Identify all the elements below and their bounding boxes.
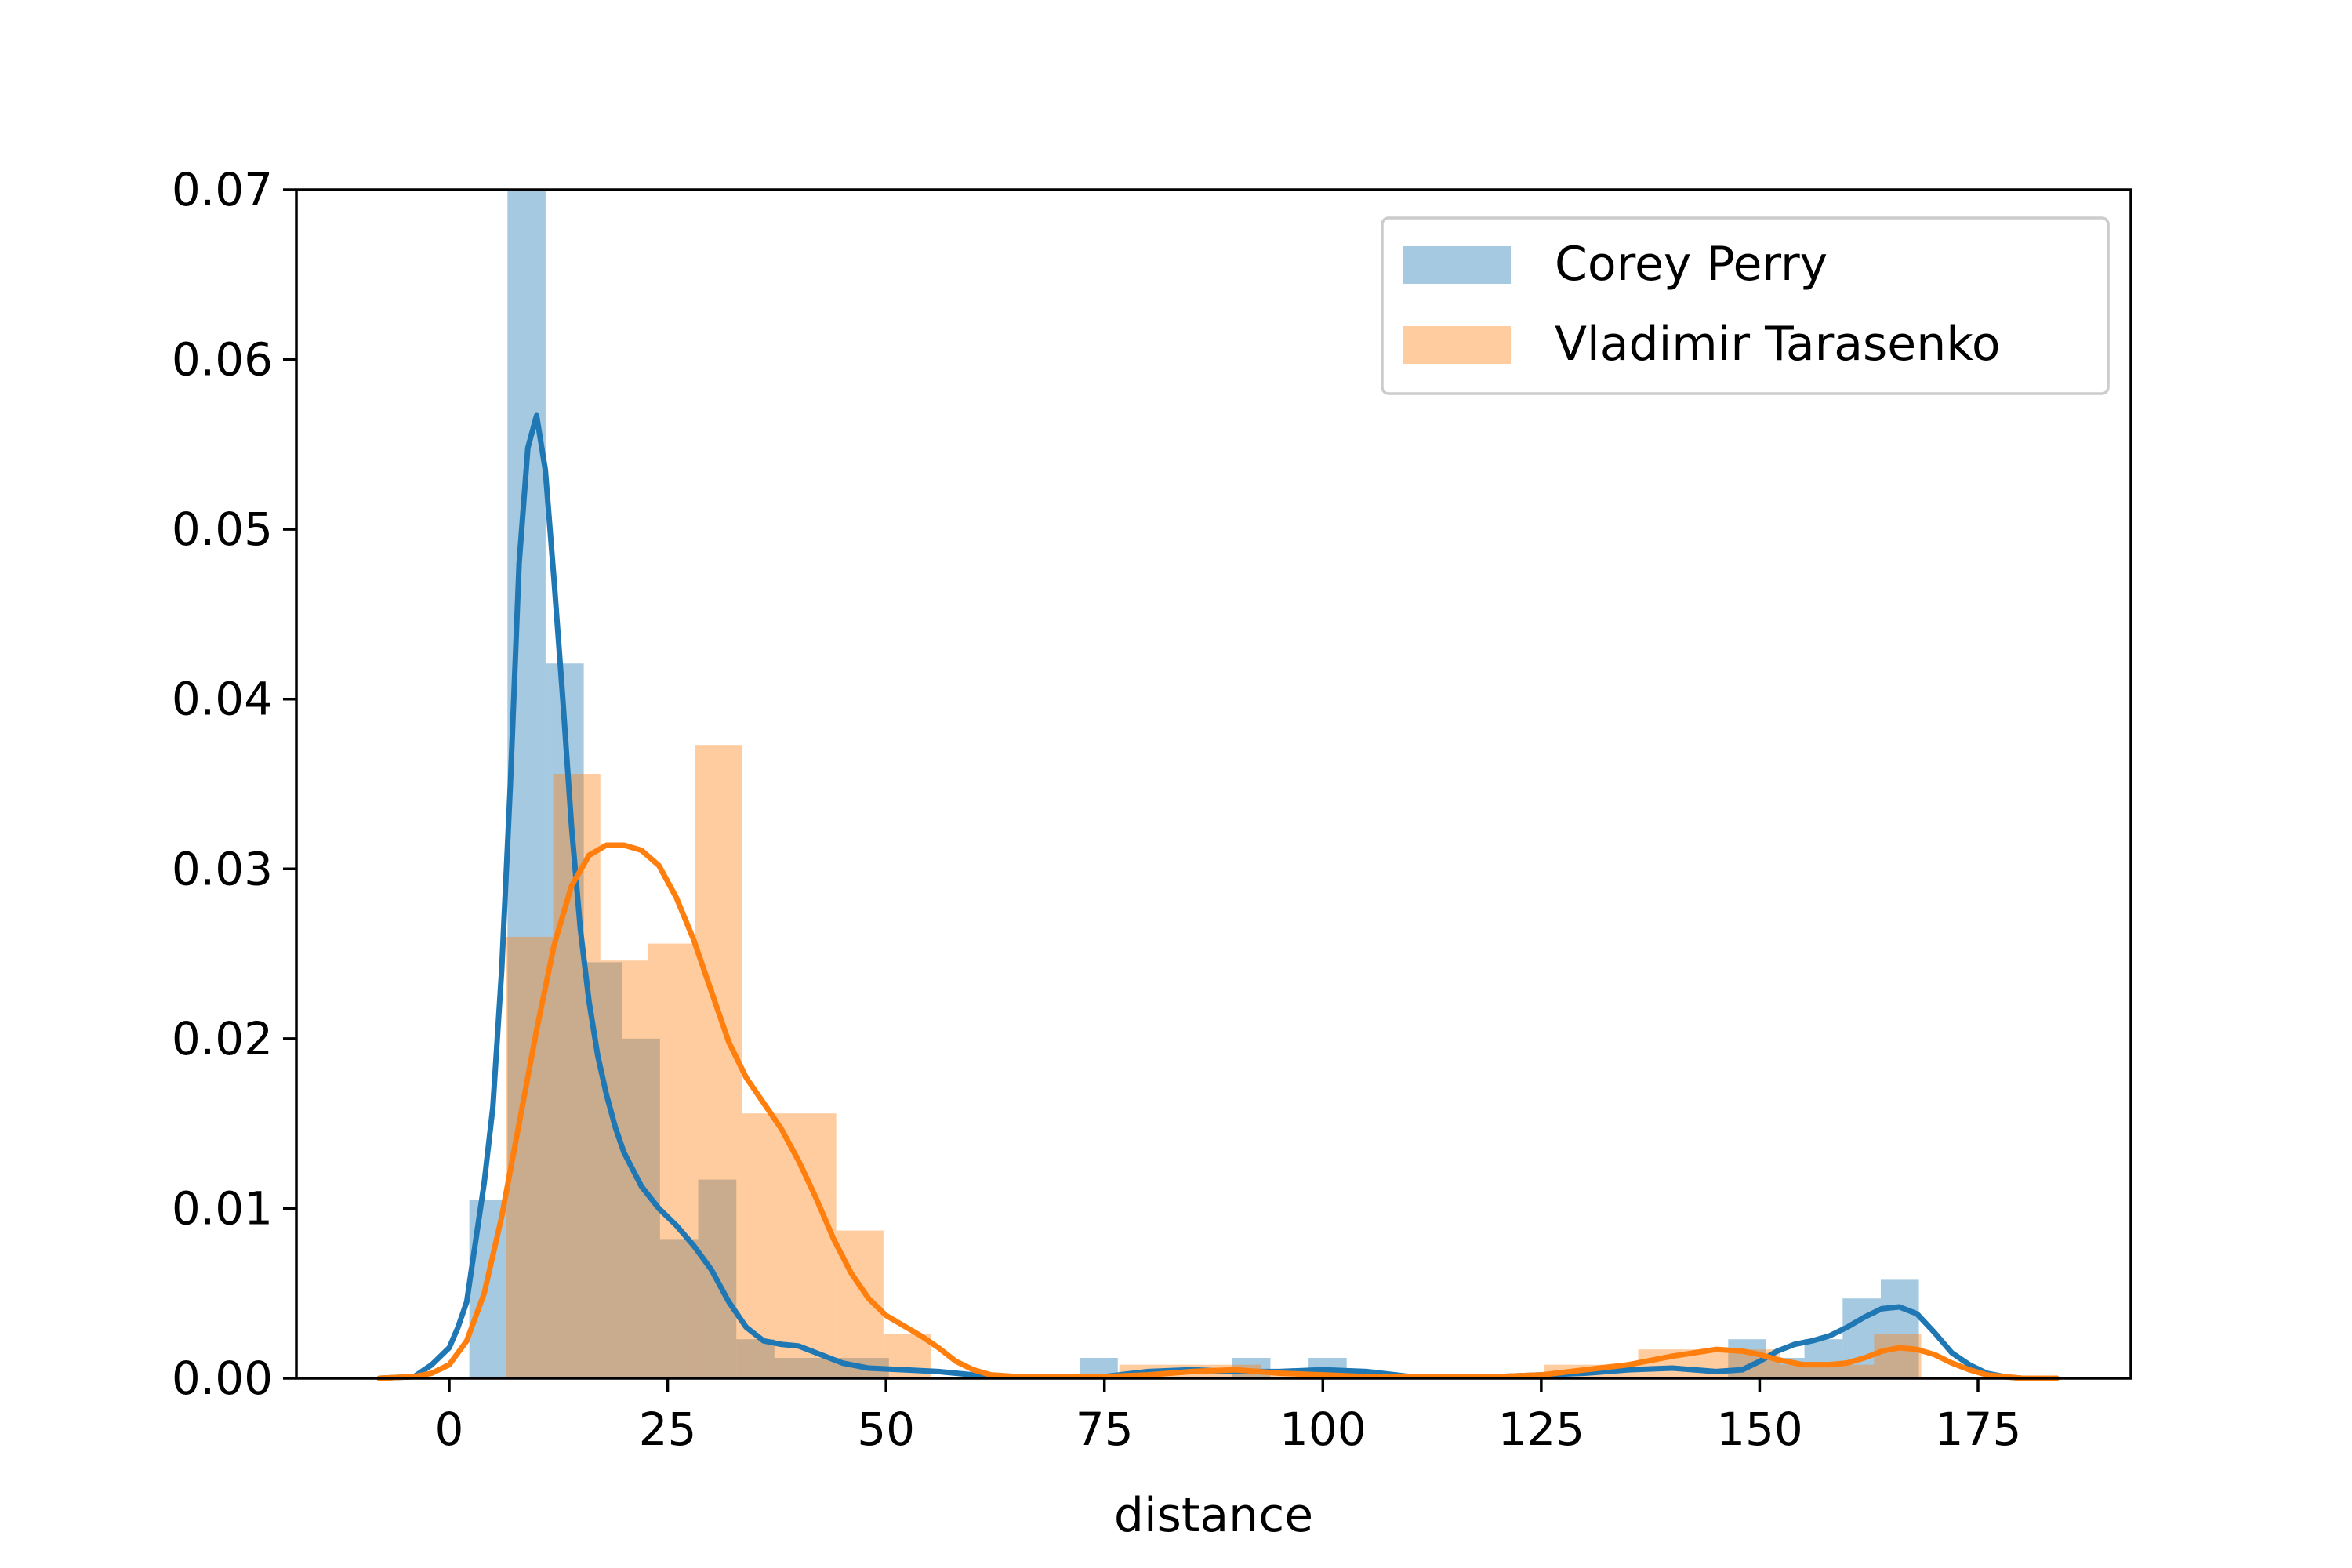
hist-bar (774, 1358, 813, 1378)
hist-bar (1880, 1279, 1919, 1378)
x-tick-label: 0 (435, 1403, 464, 1456)
hist-bar (659, 1239, 699, 1378)
hist-bar (695, 745, 742, 1378)
legend-label: Vladimir Tarasenko (1555, 317, 2001, 372)
x-tick-label: 125 (1497, 1403, 1584, 1456)
hist-bar (1804, 1339, 1843, 1378)
x-tick-label: 50 (857, 1403, 915, 1456)
plot-area-frame (295, 188, 2132, 1380)
hist-bar (1780, 1364, 1828, 1378)
hist-bar (736, 1339, 775, 1378)
legend-frame (1381, 216, 2110, 395)
kde-line-vladimir-tarasenko (376, 842, 2060, 1381)
legend-swatch (1403, 246, 1511, 284)
x-tick-label: 75 (1076, 1403, 1134, 1456)
hist-bar (1827, 1364, 1875, 1378)
x-tick-label: 100 (1279, 1403, 1367, 1456)
hist-bar (507, 190, 546, 1378)
axes-layer: 0 25 50 75 100 125 150 175 0.00 0.01 0.02 0.03 0.04 0… (172, 163, 2022, 1456)
hist-bar (742, 1113, 789, 1378)
hist-bar (1874, 1334, 1922, 1378)
hist-bar (583, 962, 622, 1378)
x-tick-label: 150 (1716, 1403, 1803, 1456)
x-tick-label: 25 (639, 1403, 697, 1456)
y-tick-label: 0.02 (172, 1012, 273, 1065)
x-tick-label: 175 (1935, 1403, 2022, 1456)
kde-layer (376, 412, 2060, 1381)
y-tick-label: 0.06 (172, 333, 273, 387)
hist-bar (545, 663, 584, 1378)
kde-line-corey-perry (376, 412, 2060, 1381)
x-axis-title: distance (1114, 1488, 1313, 1543)
legend: Corey Perry Vladimir Tarasenko (1381, 216, 2110, 395)
y-tick-label: 0.01 (172, 1181, 273, 1235)
y-tick-label: 0.04 (172, 673, 273, 726)
hist-bar (622, 1038, 660, 1378)
y-tick-label: 0.00 (172, 1352, 273, 1405)
legend-swatch (1403, 326, 1511, 364)
y-tick-label: 0.05 (172, 503, 273, 556)
legend-label: Corey Perry (1555, 237, 1828, 292)
hist-bar (647, 943, 695, 1378)
hist-bar (600, 960, 648, 1378)
y-tick-label: 0.03 (172, 842, 273, 895)
y-tick-label: 0.07 (172, 163, 273, 216)
